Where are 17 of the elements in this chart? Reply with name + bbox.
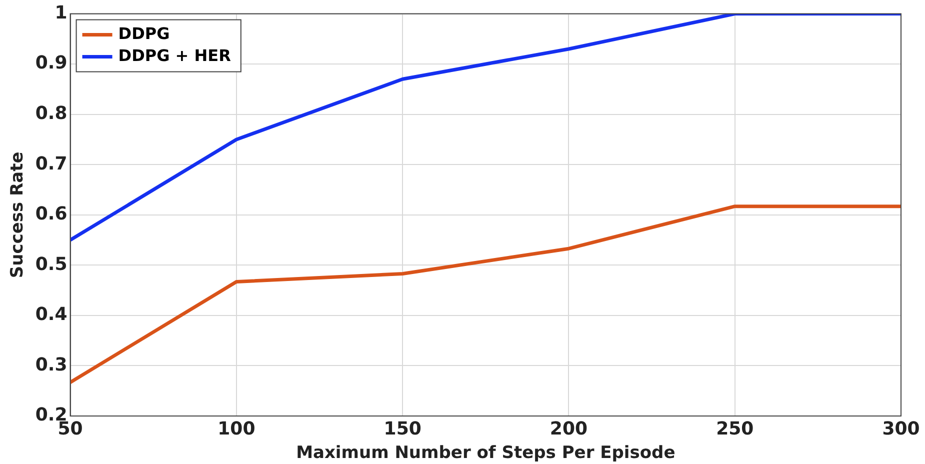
x-tick-label: 100 bbox=[218, 418, 256, 440]
x-tick-label: 200 bbox=[550, 418, 588, 440]
x-axis-title: Maximum Number of Steps Per Episode bbox=[296, 443, 676, 464]
y-tick-label: 0.7 bbox=[35, 153, 68, 174]
y-tick-label: 0.9 bbox=[35, 52, 68, 74]
y-tick-label: 0.6 bbox=[35, 204, 68, 225]
x-tick-label: 250 bbox=[716, 418, 754, 440]
legend-label: DDPG bbox=[118, 24, 170, 43]
legend-label: DDPG + HER bbox=[118, 46, 231, 65]
y-tick-label: 0.4 bbox=[35, 304, 68, 326]
y-tick-label: 0.3 bbox=[35, 354, 68, 376]
y-tick-label: 0.5 bbox=[35, 254, 68, 275]
x-tick-label: 300 bbox=[882, 418, 920, 440]
x-tick-label: 150 bbox=[384, 418, 422, 440]
y-tick-label: 0.8 bbox=[35, 103, 68, 124]
y-axis-title: Success Rate bbox=[8, 152, 28, 278]
y-tick-label: 1 bbox=[54, 2, 68, 24]
